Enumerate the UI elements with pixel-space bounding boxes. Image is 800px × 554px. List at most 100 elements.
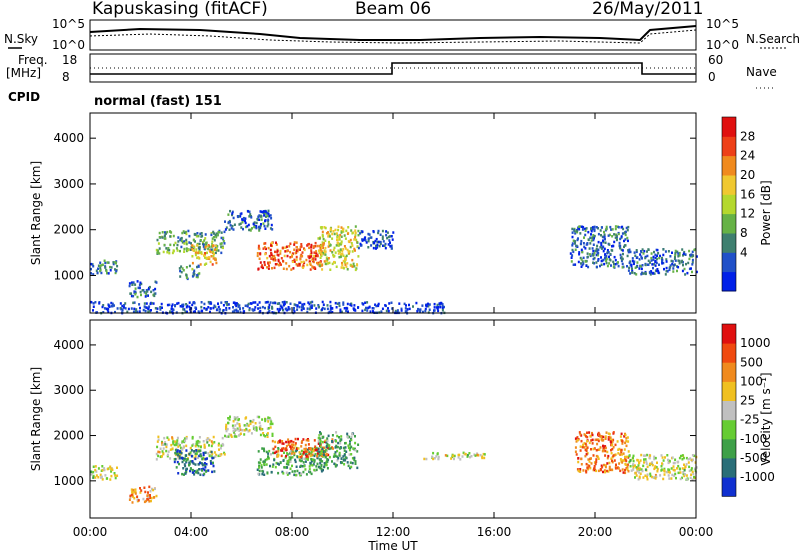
power-echo-cell [357, 233, 360, 237]
velocity-echo-cell [624, 471, 627, 475]
power-echo-cell [578, 253, 581, 256]
power-echo-cell [225, 308, 228, 312]
velocity-echo-cell [261, 418, 264, 421]
freq-tick-bottom: 8 [62, 70, 70, 84]
power-echo-cell [319, 262, 322, 266]
power-echo-cell [296, 246, 298, 249]
velocity-echo-cell [310, 452, 313, 455]
velocity-echo-cell [195, 442, 198, 446]
velocity-echo-cell [258, 426, 261, 429]
velocity-echo-cell [652, 476, 655, 479]
velocity-echo-cell [283, 451, 285, 454]
velocity-echo-cell [607, 470, 610, 473]
velocity-echo-cell [111, 468, 114, 471]
velocity-echo-cell [584, 454, 587, 458]
velocity-echo-cell [610, 443, 613, 447]
power-echo-cell [200, 252, 203, 256]
power-echo-cell [587, 265, 590, 269]
velocity-echo-cell [691, 478, 694, 481]
velocity-echo-cell [592, 454, 595, 457]
power-echo-cell [259, 310, 262, 313]
velocity-echo-cell [101, 478, 104, 481]
velocity-echo-cell [671, 456, 674, 459]
power-echo-cell [210, 248, 213, 251]
power-echo-cell [300, 308, 303, 312]
power-echo-cell [165, 247, 168, 250]
power-echo-cell [300, 261, 303, 264]
velocity-echo-cell [287, 438, 290, 441]
velocity-echo-cell [336, 459, 339, 462]
power-echo-cell [229, 209, 231, 213]
velocity-echo-cell [316, 452, 319, 455]
velocity-echo-cell [289, 450, 292, 454]
power-echo-cell [631, 267, 633, 270]
power-echo-cell [216, 233, 219, 237]
velocity-echo-cell [318, 434, 321, 437]
power-echo-cell [324, 246, 327, 250]
velocity-colorbar-swatch [722, 400, 736, 421]
power-echo-cell [651, 263, 654, 266]
velocity-echo-cell [470, 455, 473, 458]
power-echo-cell [270, 223, 273, 227]
velocity-echo-cell [304, 453, 307, 456]
power-echo-cell [179, 275, 182, 278]
power-echo-cell [222, 246, 224, 250]
velocity-echo-cell [629, 459, 632, 462]
velocity-echo-cell [334, 451, 337, 454]
power-echo-cell [640, 267, 643, 271]
power-echo-cell [642, 252, 645, 255]
power-echo-cell [295, 258, 298, 262]
power-echo-cell [208, 256, 210, 259]
power-echo-cell [321, 268, 324, 271]
power-echo-cell [621, 258, 623, 261]
velocity-echo-cell [94, 476, 97, 479]
power-echo-cell [441, 309, 444, 312]
power-echo-cell [308, 256, 311, 260]
velocity-echo-cell [185, 454, 188, 457]
velocity-echo-cell [307, 443, 310, 446]
power-echo-cell [225, 226, 228, 229]
power-echo-cell [127, 307, 130, 311]
power-echo-cell [424, 309, 427, 313]
velocity-echo-cell [252, 425, 255, 428]
velocity-echo-cell [623, 435, 626, 438]
power-echo-cell [298, 262, 301, 266]
power-echo-cell [187, 229, 190, 233]
velocity-echo-cell [691, 454, 694, 457]
velocity-echo-cell [133, 490, 136, 494]
velocity-echo-cell [290, 447, 292, 450]
power-echo-cell [322, 243, 325, 246]
power-colorbar-tick-label: 20 [740, 168, 755, 182]
velocity-echo-cell [574, 437, 577, 440]
velocity-echo-cell [286, 459, 289, 463]
power-echo-cell [246, 225, 249, 228]
velocity-echo-cell [323, 465, 326, 468]
velocity-echo-cell [668, 471, 671, 474]
velocity-echo-cell [332, 455, 335, 458]
velocity-echo-cell [686, 478, 688, 481]
power-echo-cell [194, 306, 197, 309]
power-echo-cell [323, 307, 326, 311]
power-echo-cell [353, 265, 356, 268]
velocity-echo-cell [294, 473, 297, 477]
velocity-echo-cell [225, 427, 227, 431]
velocity-echo-cell [211, 456, 214, 460]
velocity-echo-cell [673, 474, 676, 478]
power-echo-cell [427, 302, 429, 306]
power-echo-cell [213, 239, 216, 242]
velocity-echo-cell [150, 487, 153, 491]
power-echo-cell [571, 248, 574, 252]
velocity-echo-cell [319, 440, 322, 443]
power-echo-cell [107, 310, 110, 314]
velocity-echo-cell [612, 431, 615, 434]
velocity-echo-cell [304, 448, 307, 452]
power-echo-cell [299, 254, 302, 258]
power-echo-cell [437, 309, 440, 313]
velocity-echo-cell [333, 462, 336, 465]
power-echo-cell [586, 255, 589, 259]
power-echo-cell [688, 267, 691, 271]
velocity-echo-cell [594, 462, 597, 466]
power-echo-cell [199, 239, 202, 242]
power-echo-cell [596, 250, 598, 253]
power-echo-cell [338, 255, 341, 259]
